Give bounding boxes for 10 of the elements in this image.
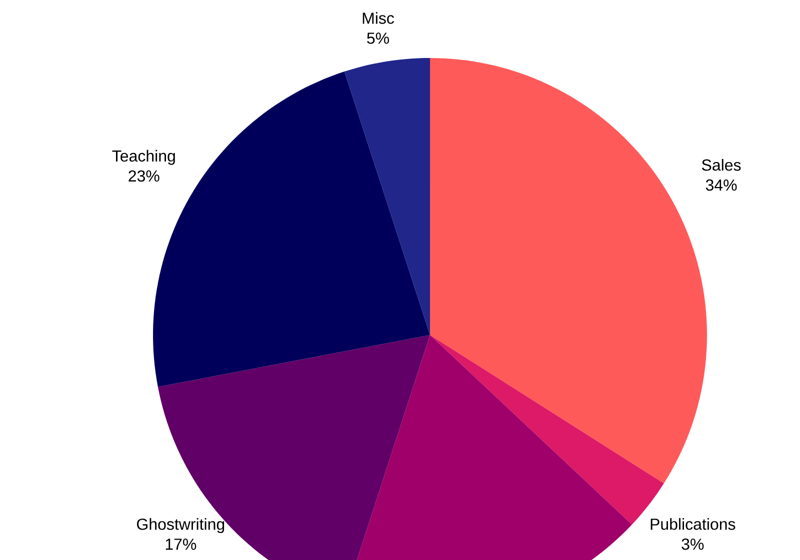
slice-label: Publications	[650, 518, 736, 530]
slice-label: Teaching	[112, 150, 175, 165]
data-label: 23%	[128, 170, 160, 182]
data-label: 3%	[682, 538, 704, 550]
data-label: 34%	[706, 179, 737, 191]
data-label: 17%	[166, 538, 196, 550]
data-label: 5%	[367, 32, 389, 44]
slice-label: Ghostwriting	[137, 518, 224, 534]
slice-label: Misc	[362, 12, 394, 24]
slice-label: Sales	[702, 158, 741, 171]
